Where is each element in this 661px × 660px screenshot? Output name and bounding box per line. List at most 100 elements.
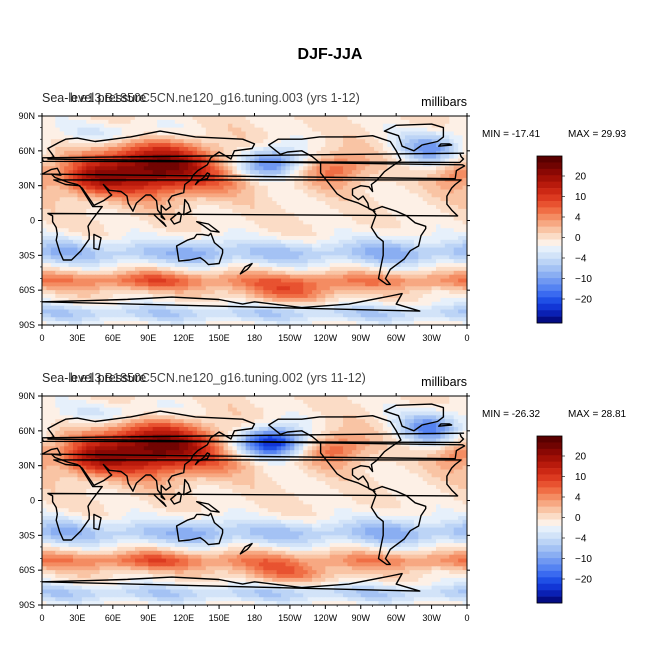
heatmap-cell bbox=[334, 143, 340, 148]
heatmap-cell bbox=[276, 154, 282, 160]
heatmap-cell bbox=[55, 274, 61, 280]
heatmap-cell bbox=[227, 274, 233, 280]
heatmap-cell bbox=[81, 185, 87, 191]
heatmap-cell bbox=[152, 146, 158, 152]
heatmap-cell bbox=[152, 278, 158, 284]
heatmap-cell bbox=[201, 301, 207, 307]
heatmap-cell bbox=[382, 278, 388, 284]
heatmap-cell bbox=[320, 243, 326, 249]
heatmap-cell bbox=[343, 216, 349, 222]
heatmap-cell bbox=[391, 274, 397, 280]
heatmap-cell bbox=[307, 294, 313, 299]
heatmap-cell bbox=[214, 239, 220, 245]
heatmap-cell bbox=[236, 235, 242, 241]
heatmap-cell bbox=[99, 266, 105, 272]
heatmap-cell bbox=[449, 251, 455, 256]
heatmap-cell bbox=[356, 243, 362, 249]
heatmap-cell bbox=[351, 143, 357, 148]
heatmap-cell bbox=[316, 193, 322, 198]
heatmap-cell bbox=[170, 278, 176, 284]
heatmap-cell bbox=[400, 143, 406, 148]
heatmap-cell bbox=[139, 255, 145, 260]
heatmap-cell bbox=[245, 294, 251, 299]
heatmap-cell bbox=[334, 185, 340, 191]
heatmap-cell bbox=[183, 228, 189, 233]
heatmap-cell bbox=[312, 266, 318, 272]
heatmap-cell bbox=[422, 220, 428, 225]
heatmap-cell bbox=[374, 181, 380, 187]
heatmap-cell bbox=[294, 290, 300, 295]
heatmap-cell bbox=[77, 301, 83, 307]
heatmap-cell bbox=[329, 181, 335, 187]
heatmap-cell bbox=[325, 243, 331, 249]
heatmap-cell bbox=[117, 290, 123, 295]
heatmap-cell bbox=[338, 220, 344, 225]
heatmap-cell bbox=[396, 181, 402, 187]
heatmap-cell bbox=[453, 193, 459, 198]
heatmap-cell bbox=[334, 309, 340, 314]
heatmap-cell bbox=[285, 131, 291, 136]
heatmap-cell bbox=[117, 263, 123, 268]
heatmap-cell bbox=[334, 131, 340, 136]
heatmap-cell bbox=[130, 131, 136, 136]
heatmap-cell bbox=[396, 294, 402, 299]
heatmap-cell bbox=[99, 208, 105, 214]
heatmap-cell bbox=[201, 274, 207, 280]
heatmap-cell bbox=[64, 259, 70, 264]
heatmap-cell bbox=[64, 123, 70, 129]
heatmap-cell bbox=[245, 259, 251, 264]
heatmap-cell bbox=[294, 266, 300, 272]
heatmap-cell bbox=[338, 205, 344, 210]
heatmap-cell bbox=[307, 189, 313, 195]
heatmap-cell bbox=[294, 208, 300, 214]
heatmap-cell bbox=[250, 274, 256, 280]
heatmap-cell bbox=[68, 185, 74, 191]
heatmap-cell bbox=[285, 239, 291, 245]
heatmap-cell bbox=[126, 232, 132, 237]
heatmap-cell bbox=[157, 286, 163, 291]
heatmap-cell bbox=[453, 154, 459, 160]
heatmap-cell bbox=[276, 208, 282, 214]
heatmap-cell bbox=[422, 274, 428, 280]
heatmap-cell bbox=[165, 255, 171, 260]
heatmap-cell bbox=[148, 282, 154, 287]
heatmap-cell bbox=[436, 220, 442, 225]
heatmap-cell bbox=[126, 235, 132, 241]
heatmap-cell bbox=[55, 197, 61, 202]
heatmap-cell bbox=[157, 119, 163, 125]
heatmap-cell bbox=[254, 286, 260, 291]
heatmap-cell bbox=[338, 228, 344, 233]
heatmap-cell bbox=[378, 251, 384, 256]
heatmap-cell bbox=[409, 208, 415, 214]
heatmap-cell bbox=[387, 263, 393, 268]
heatmap-cell bbox=[436, 286, 442, 291]
heatmap-cell bbox=[285, 166, 291, 171]
heatmap-cell bbox=[254, 216, 260, 222]
heatmap-cell bbox=[223, 266, 229, 272]
heatmap-cell bbox=[254, 189, 260, 195]
heatmap-cell bbox=[121, 170, 127, 175]
heatmap-cell bbox=[351, 158, 357, 164]
heatmap-cell bbox=[201, 294, 207, 299]
heatmap-cell bbox=[453, 259, 459, 264]
heatmap-cell bbox=[347, 119, 353, 125]
heatmap-cell bbox=[343, 235, 349, 241]
heatmap-cell bbox=[68, 197, 74, 202]
heatmap-cell bbox=[458, 208, 464, 214]
heatmap-cell bbox=[121, 181, 127, 187]
heatmap-cell bbox=[81, 123, 87, 129]
heatmap-cell bbox=[81, 139, 87, 144]
heatmap-cell bbox=[214, 119, 220, 125]
heatmap-cell bbox=[59, 259, 65, 264]
heatmap-cell bbox=[458, 247, 464, 253]
heatmap-cell bbox=[396, 251, 402, 256]
heatmap-cell bbox=[347, 189, 353, 195]
heatmap-cell bbox=[134, 297, 140, 303]
heatmap-cell bbox=[196, 235, 202, 241]
heatmap-cell bbox=[338, 216, 344, 222]
heatmap-cell bbox=[303, 259, 309, 264]
heatmap-cell bbox=[356, 131, 362, 136]
heatmap-cell bbox=[365, 127, 371, 133]
heatmap-cell bbox=[161, 305, 167, 311]
heatmap-cell bbox=[285, 232, 291, 237]
